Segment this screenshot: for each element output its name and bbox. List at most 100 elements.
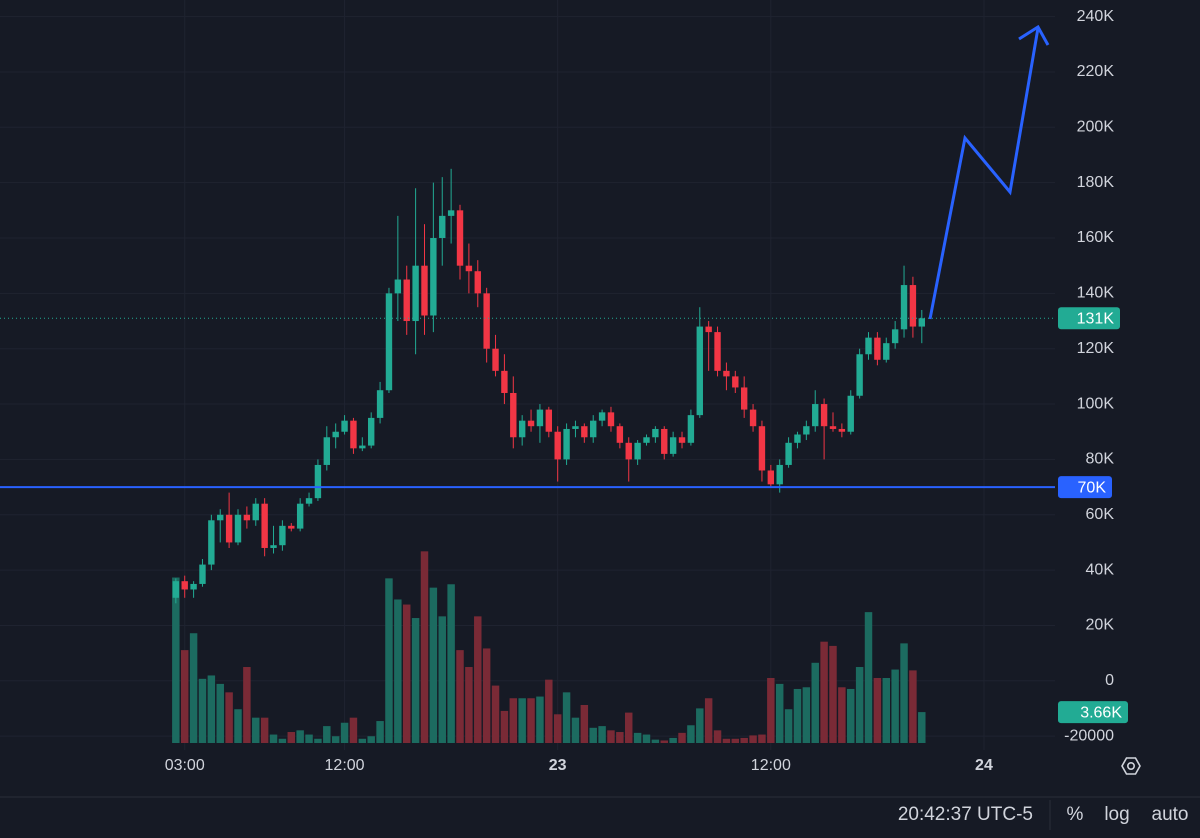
candle-body [634,442,641,460]
volume-bar [331,736,340,743]
candle-body [865,337,872,355]
candle-body [643,437,650,443]
volume-bar [669,737,677,743]
percent-toggle[interactable]: % [1067,804,1084,825]
candle-body [563,428,570,460]
volume-bar [909,670,917,743]
volume-bar [740,737,748,743]
candle-body [572,426,579,429]
volume-bar [642,734,651,743]
candle-body [909,285,917,327]
candle-body [350,420,357,449]
auto-toggle[interactable]: auto [1152,804,1189,825]
x-tick-label: 12:00 [325,757,365,774]
log-toggle[interactable]: log [1104,804,1129,825]
volume-bar [394,599,402,743]
candle-body [856,354,863,396]
candle-body [225,514,233,543]
y-tick-label: -20000 [1064,727,1114,744]
settings-icon[interactable] [1121,757,1141,775]
volume-bar [660,740,668,743]
volume-bar [225,692,233,743]
volume-bar [775,683,784,743]
volume-bar [589,727,597,743]
drawn-arrow [928,27,1040,320]
x-tick-label: 24 [975,757,993,774]
candle-body [412,265,419,322]
candle-body [794,434,801,443]
volume-bar [465,667,473,743]
candle-body [758,426,766,471]
volume-layer [172,551,926,743]
volume-bar [518,698,526,743]
volume-bar [864,612,873,743]
candle-body [217,514,224,521]
candle-body [243,514,251,521]
y-tick-label: 20K [1086,617,1115,634]
candle-body [341,420,348,432]
candle-body [678,437,686,443]
candle-body [545,409,553,432]
candle-body [501,370,508,393]
candle-body [838,428,846,432]
candle-body [323,437,330,465]
candle-body [359,445,366,449]
hline-label: 70K [1078,479,1107,496]
candle-body [456,210,464,266]
candle-body [403,279,410,322]
last-price-badge [1058,307,1120,330]
candle-body [554,431,561,460]
candle-body [234,514,242,543]
volume-bar [509,698,518,743]
axis-layer: 240K 220K 200K 180K 160K 140K 120K 100K 80K 60K 40… [0,8,1128,774]
candle-body [847,395,854,432]
candle-body [447,210,455,216]
volume-bar [687,725,695,743]
volume-bar [340,722,349,743]
candle-body [510,392,517,438]
candle-body [891,329,899,344]
candle-body [749,409,757,427]
candle-body [296,503,304,529]
volume-bar [323,726,331,743]
volume-bar [758,734,766,743]
volume-bar [553,714,562,743]
y-tick-label: 80K [1086,451,1115,468]
volume-bar [376,721,384,743]
x-tick-label: 03:00 [165,757,205,774]
candle-body [723,370,730,377]
volume-bar [172,577,180,743]
volume-bar [625,712,633,743]
candle-body [581,426,588,438]
candle-body [270,545,277,548]
candle-body [465,265,473,272]
candle-body [776,464,783,485]
candle-body [332,431,339,438]
candle-body [687,415,695,443]
volume-bar [358,738,367,743]
volume-bar [198,678,207,743]
volume-bar [234,709,242,743]
volume-bar [305,734,313,743]
volume-bar [838,687,846,743]
hline-badge [1058,476,1112,499]
volume-bar [447,584,455,743]
volume-bar [420,551,429,743]
candle-body [527,420,535,427]
volume-bar [749,735,757,743]
candle-body [740,387,748,410]
candle-body [812,404,819,427]
last-volume-badge [1058,701,1128,724]
candle-body [883,343,890,360]
x-tick-label: 23 [549,757,567,774]
volume-bar [855,667,864,743]
volume-bar [411,618,420,743]
candle-body [208,520,215,565]
volume-bar [243,667,251,743]
volume-bar [562,692,571,743]
y-tick-label: 220K [1077,63,1115,80]
volume-bar [527,698,535,743]
candle-body [385,293,393,391]
volume-bar [633,732,642,743]
volume-bar [571,717,580,743]
